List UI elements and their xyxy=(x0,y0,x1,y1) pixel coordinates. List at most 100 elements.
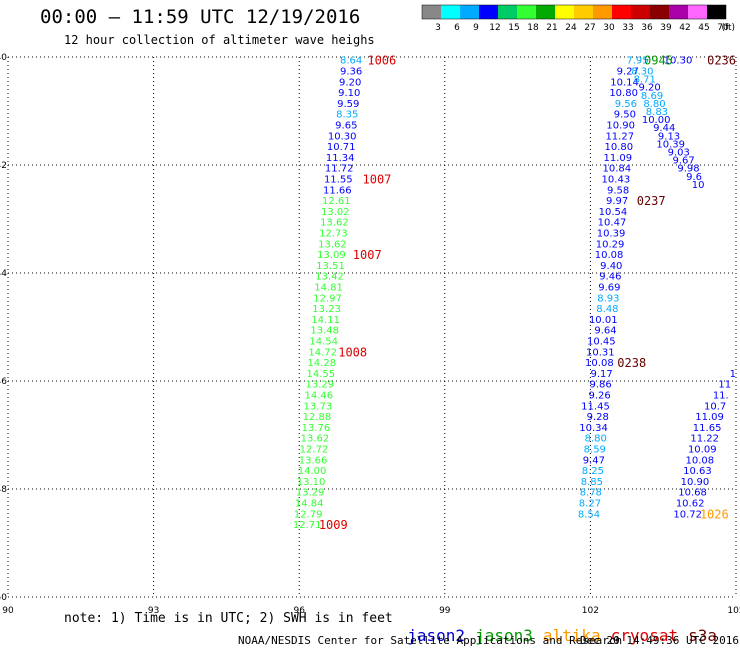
swh-value: 10.54 xyxy=(599,207,628,218)
swh-value: 10.09 xyxy=(688,445,717,456)
time-label: 1008 xyxy=(338,345,367,359)
swh-value: 11. xyxy=(713,391,729,402)
swh-value: 12.97 xyxy=(313,293,342,304)
swh-value: 9.03 xyxy=(668,148,690,159)
note-text: note: 1) Time is in UTC; 2) SWH is in fe… xyxy=(64,611,393,626)
satellite-altika: altika xyxy=(542,626,601,645)
scale-swatch xyxy=(555,5,574,19)
swh-value: 10.90 xyxy=(681,477,710,488)
swh-value: 8.85 xyxy=(581,477,603,488)
scale-swatch xyxy=(479,5,498,19)
scale-swatch xyxy=(422,5,441,19)
scale-swatch xyxy=(707,5,726,19)
swh-value: 13.76 xyxy=(302,423,331,434)
swh-value: 10.00 xyxy=(642,115,671,126)
swh-value: 8.59 xyxy=(584,445,606,456)
swh-value: 9.56 xyxy=(615,99,637,110)
swh-value: 10.08 xyxy=(595,250,624,261)
scale-swatch xyxy=(498,5,517,19)
swh-value: 12.88 xyxy=(303,412,332,423)
swh-value: 11.66 xyxy=(323,185,352,196)
swh-value: 10.68 xyxy=(678,488,707,499)
swh-value: 8.93 xyxy=(597,293,619,304)
swh-value: 12.73 xyxy=(319,229,348,240)
swh-value: 14.54 xyxy=(309,337,338,348)
scale-label: 42 xyxy=(679,23,690,33)
scale-label: 12 xyxy=(489,23,500,33)
scale-label: 6 xyxy=(454,23,460,33)
swh-value: 9.27 xyxy=(617,67,639,78)
satellite-s3a: s3a xyxy=(688,626,717,645)
swh-value: 13.62 xyxy=(301,434,330,445)
swh-value: 9.17 xyxy=(590,369,612,380)
y-tick-label: -48 xyxy=(0,485,7,495)
swh-value: 11.34 xyxy=(326,153,355,164)
swh-value: 12.72 xyxy=(300,445,329,456)
swh-value: 14.55 xyxy=(306,369,335,380)
satellite-legend: jason2 jason3 altika cryosat s3a xyxy=(388,607,727,645)
y-tick-label: -50 xyxy=(0,593,7,603)
scale-unit: (ft) xyxy=(721,23,735,33)
swh-value: 8.64 xyxy=(340,56,362,67)
satellite-cryosat: cryosat xyxy=(610,626,679,645)
footer-credit: NOAA/NESDIS Center for Satellite Applica… xyxy=(238,634,623,647)
swh-value: 8.54 xyxy=(578,509,600,520)
scale-swatch xyxy=(517,5,536,19)
swh-value: 10.30 xyxy=(328,131,357,142)
swh-value: 9.46 xyxy=(599,272,621,283)
swh-value: 13.09 xyxy=(317,250,346,261)
swh-value: 11.55 xyxy=(324,175,353,186)
swh-value: 11.27 xyxy=(605,131,634,142)
swh-value: 10 xyxy=(692,180,705,191)
scale-swatch xyxy=(688,5,707,19)
x-tick-label: 99 xyxy=(439,606,451,616)
scale-label: 15 xyxy=(508,23,519,33)
swh-value: 8.35 xyxy=(336,110,358,121)
swh-value: 13.66 xyxy=(299,455,328,466)
swh-value: 8.69 xyxy=(641,91,663,102)
swh-value: 10.39 xyxy=(656,139,685,150)
swh-value: 10.47 xyxy=(598,218,627,229)
swh-value: 12.71 xyxy=(293,520,322,531)
scale-label: 70 xyxy=(717,23,729,33)
scale-swatch xyxy=(650,5,669,19)
scale-swatch xyxy=(612,5,631,19)
swh-value: 8.25 xyxy=(582,466,604,477)
swh-value: 9.69 xyxy=(598,283,620,294)
scale-swatch xyxy=(631,5,650,19)
chart-title: 00:00 — 11:59 UTC 12/19/2016 xyxy=(40,6,361,28)
scale-label: 36 xyxy=(641,23,653,33)
swh-value: 7.95 xyxy=(626,56,648,67)
swh-value: 9.28 xyxy=(587,412,609,423)
scale-label: 30 xyxy=(603,23,615,33)
swh-value: 11.45 xyxy=(581,401,610,412)
x-tick-label: 96 xyxy=(293,606,305,616)
scale-swatch xyxy=(669,5,688,19)
swh-value: 13.29 xyxy=(296,488,325,499)
time-label: 1006 xyxy=(367,54,396,68)
satellite-jason3: jason3 xyxy=(475,626,533,645)
swh-value: 8.78 xyxy=(580,488,602,499)
swh-value: 8.83 xyxy=(646,107,668,118)
swh-value: 9.59 xyxy=(337,99,359,110)
swh-value: 9.97 xyxy=(606,196,628,207)
swh-value: 10.29 xyxy=(596,239,625,250)
x-tick-label: 93 xyxy=(148,606,159,616)
swh-value: 14.28 xyxy=(307,358,336,369)
swh-value: 10.31 xyxy=(586,347,615,358)
y-tick-label: -46 xyxy=(0,377,7,387)
swh-value: 9.20 xyxy=(639,83,661,94)
scale-swatch xyxy=(574,5,593,19)
chart-subtitle: 12 hour collection of altimeter wave hei… xyxy=(64,33,375,47)
swh-value: 10.34 xyxy=(579,423,608,434)
swh-value: 10.62 xyxy=(676,499,705,510)
footer-timestamp: Dec 20 14:49:36 UTC 2016 xyxy=(580,634,739,647)
scale-label: 18 xyxy=(527,23,539,33)
swh-value: 11.09 xyxy=(603,153,632,164)
swh-value: 14.84 xyxy=(295,499,324,510)
swh-value: 10.39 xyxy=(597,229,626,240)
swh-value: 9.36 xyxy=(340,67,362,78)
swh-value: 14.00 xyxy=(298,466,327,477)
swh-value: 9.40 xyxy=(600,261,622,272)
